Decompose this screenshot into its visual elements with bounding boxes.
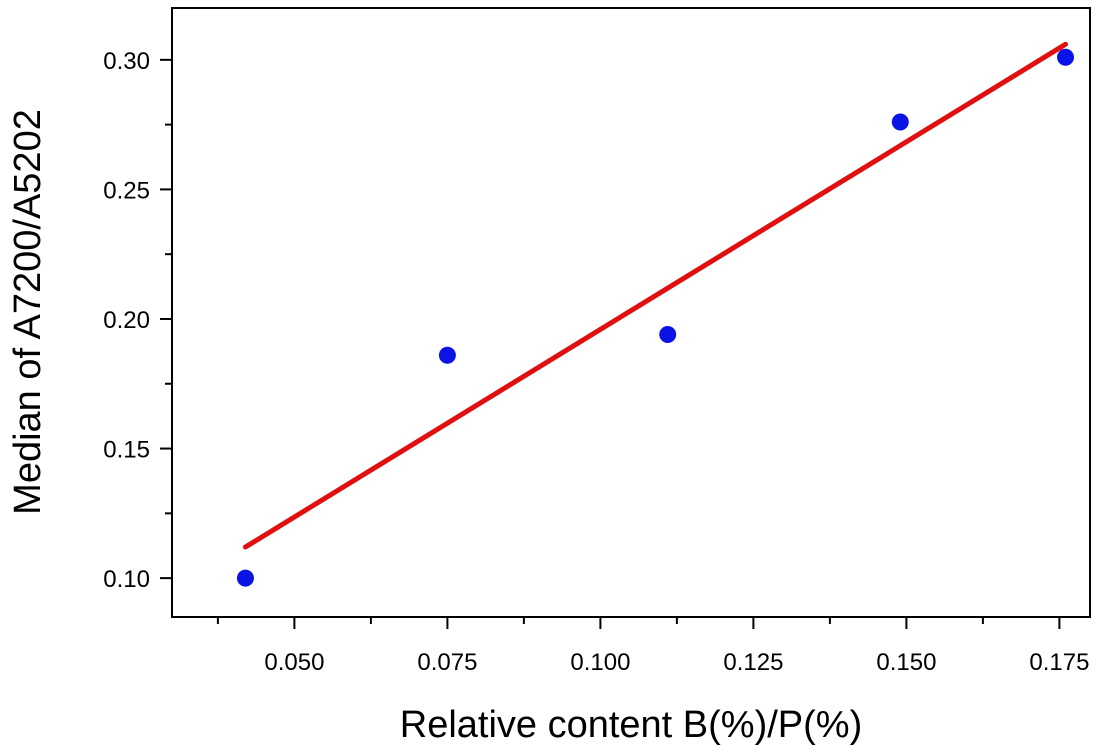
plot-frame	[171, 7, 1091, 618]
x-tick-label: 0.100	[570, 649, 630, 676]
x-tick-label: 0.050	[264, 649, 324, 676]
y-tick-label: 0.10	[103, 566, 150, 593]
x-axis-title: Relative content B(%)/P(%)	[400, 704, 863, 746]
data-point	[891, 113, 909, 131]
data-point	[1057, 48, 1075, 66]
fit-line-layer	[242, 41, 1069, 550]
y-tick-label: 0.20	[103, 307, 150, 334]
x-tick-label: 0.150	[876, 649, 936, 676]
y-tick-label: 0.15	[103, 437, 150, 464]
data-point	[236, 569, 254, 587]
y-tick-label: 0.30	[103, 48, 150, 75]
x-tick-label: 0.175	[1029, 649, 1089, 676]
fit-line	[242, 41, 1069, 550]
data-point	[659, 326, 677, 344]
x-tick-label: 0.075	[417, 649, 477, 676]
x-axis: 0.050 0.075 0.100 0.125 0.150 0.175	[216, 617, 1089, 676]
x-tick-label: 0.125	[723, 649, 783, 676]
y-axis: 0.10 0.15 0.20 0.25 0.30	[103, 48, 172, 593]
y-axis-title: Median of A7200/A5202	[7, 109, 49, 515]
y-tick-label: 0.25	[103, 177, 150, 204]
data-point	[438, 346, 456, 364]
data-points-layer	[236, 48, 1075, 587]
